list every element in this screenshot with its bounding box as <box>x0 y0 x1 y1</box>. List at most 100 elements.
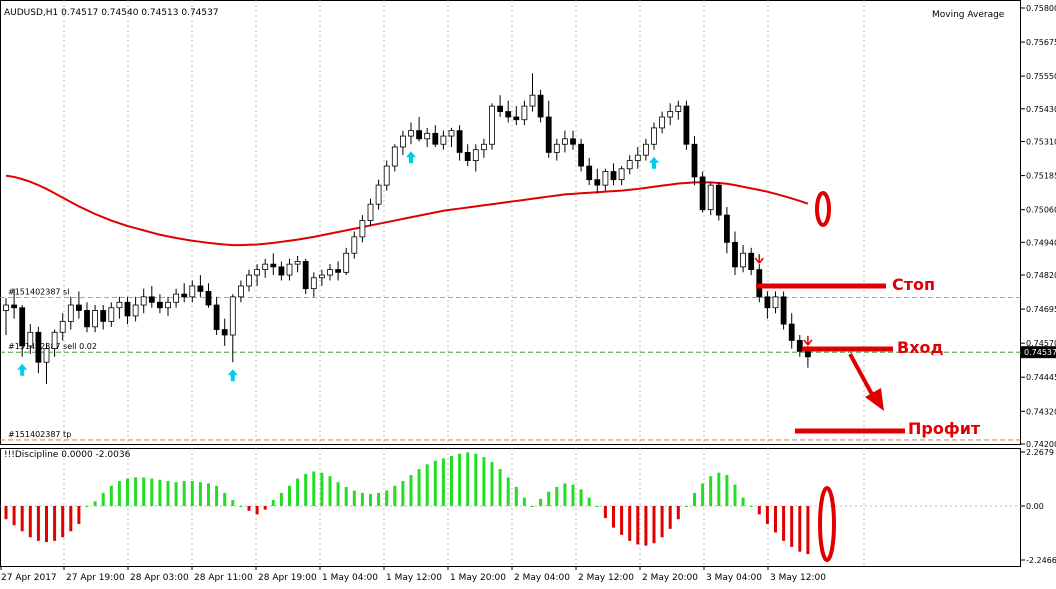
main-panel-frame <box>0 0 1021 445</box>
candle-body <box>756 269 763 298</box>
oscillator-bar <box>150 478 154 506</box>
candle-body <box>51 331 58 350</box>
candle-body <box>335 269 342 273</box>
oscillator-bar <box>401 480 405 506</box>
y-tick-label: 0.75550 <box>1026 72 1056 81</box>
oscillator-bar <box>109 485 113 506</box>
candle-body <box>707 184 714 211</box>
candle-body <box>100 310 107 322</box>
candle-body <box>237 285 244 298</box>
oscillator-bar <box>312 471 316 506</box>
x-tick-label: 28 Apr 19:00 <box>258 573 317 583</box>
candle-body <box>732 241 738 268</box>
candle-body <box>84 310 90 328</box>
candle-body <box>132 304 139 317</box>
candle-body <box>602 171 609 186</box>
oscillator-bar <box>765 506 769 525</box>
candle-body <box>780 296 787 325</box>
y-tick-label: 0.74200 <box>1026 440 1056 449</box>
candle-body <box>448 130 455 137</box>
osc-y-tick-label: 0.00 <box>1026 502 1044 511</box>
oscillator-bar <box>458 453 462 506</box>
oscillator-bar <box>117 480 121 506</box>
candle-body <box>108 307 115 322</box>
candle-body <box>424 132 431 140</box>
oscillator-bar <box>190 480 194 506</box>
oscillator-bar <box>28 506 32 538</box>
oscillator-bar <box>393 485 397 506</box>
candle-body <box>140 296 147 306</box>
candle-body <box>529 94 536 107</box>
oscillator-bar <box>701 483 705 506</box>
candle-body <box>748 252 755 271</box>
oscillator-bar <box>782 506 786 541</box>
oscillator-bar <box>61 506 65 538</box>
ma-highlight-ellipse <box>815 191 831 227</box>
candle-body <box>505 111 512 118</box>
candle-body <box>221 329 228 336</box>
oscillator-bar <box>271 500 275 506</box>
candle-body <box>545 116 552 153</box>
candle-body <box>43 348 50 363</box>
oscillator-bar <box>223 492 227 506</box>
oscillator-bar <box>255 506 259 515</box>
oscillator-bar <box>547 491 551 506</box>
candle-body <box>181 293 188 298</box>
oscillator-bar <box>320 472 324 506</box>
y-tick-label: 0.74570 <box>1026 339 1056 348</box>
candle-body <box>165 301 171 309</box>
candle-body <box>359 220 366 238</box>
oscillator-bar <box>506 477 510 506</box>
oscillator-bar <box>644 506 648 546</box>
candle-body <box>278 266 285 276</box>
oscillator-bar <box>652 506 656 544</box>
candle-body <box>351 236 358 254</box>
candle-body <box>294 261 301 265</box>
moving-average-line <box>5 174 809 247</box>
candle-body <box>59 320 66 333</box>
oscillator-bar <box>182 480 186 506</box>
oscillator-bar <box>774 506 777 533</box>
candle-body <box>343 252 350 273</box>
x-tick-label: 3 May 04:00 <box>706 573 762 583</box>
oscillator-bar <box>198 482 202 506</box>
candle-body <box>173 293 180 303</box>
x-tick-label: 1 May 12:00 <box>386 573 442 583</box>
candle-body <box>497 105 504 112</box>
oscillator-bar <box>433 460 437 506</box>
candle-body <box>189 285 196 298</box>
y-tick-label: 0.75800 <box>1026 4 1056 13</box>
oscillator-bar <box>215 485 219 506</box>
candle-body <box>772 296 779 309</box>
direction-arrow-shaft <box>848 353 876 399</box>
oscillator-bar <box>660 506 664 538</box>
candle-body <box>318 274 325 279</box>
oscillator-bar <box>126 478 129 506</box>
oscillator-bar <box>628 506 632 541</box>
oscillator-bar <box>377 492 381 506</box>
oscillator-bar <box>466 452 470 506</box>
x-tick-label: 28 Apr 11:00 <box>194 573 253 583</box>
candle-body <box>19 307 26 347</box>
order-line-label: #151402387 tp <box>8 430 71 439</box>
candle-body <box>618 168 625 181</box>
x-tick-label: 3 May 12:00 <box>770 573 826 583</box>
y-tick-label: 0.75060 <box>1026 206 1056 215</box>
candle-body <box>432 132 439 145</box>
candle-body <box>489 105 495 145</box>
oscillator-bar <box>684 506 688 507</box>
candle-body <box>456 130 463 153</box>
oscillator-bar <box>571 484 575 506</box>
oscillator-bar <box>798 506 802 552</box>
oscillator-bar <box>749 506 753 507</box>
oscillator-bar <box>757 506 761 515</box>
candle-body <box>197 285 204 292</box>
candle-body <box>229 296 236 336</box>
oscillator-bar <box>733 484 737 506</box>
oscillator-bar <box>279 492 283 506</box>
oscillator-bar <box>369 494 372 506</box>
candle-body <box>691 143 698 178</box>
entry-label: Вход <box>897 338 944 357</box>
buy-signal-arrow <box>17 363 28 376</box>
